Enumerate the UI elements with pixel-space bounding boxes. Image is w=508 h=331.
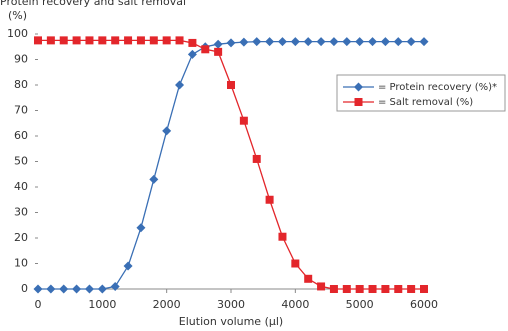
data-point — [317, 282, 326, 291]
data-point — [329, 37, 339, 47]
data-point — [265, 195, 274, 204]
data-point — [34, 36, 42, 45]
data-point — [226, 38, 236, 48]
data-point — [265, 37, 275, 47]
data-point — [393, 37, 403, 47]
legend-marker — [354, 82, 363, 92]
data-point — [85, 36, 94, 45]
data-point — [406, 37, 416, 47]
data-point — [46, 284, 56, 294]
y-tick-label: 100 — [7, 27, 28, 40]
y-tick-label: 10 — [14, 257, 28, 270]
data-point — [342, 285, 351, 293]
data-point — [175, 36, 184, 45]
y-tick-label: 80 — [14, 78, 28, 91]
data-point — [239, 116, 248, 125]
y-tick-label: 70 — [14, 104, 28, 117]
data-point — [111, 36, 120, 45]
data-point — [329, 285, 338, 293]
x-axis-label: Elution volume (µl) — [179, 315, 283, 328]
y-tick-label: 40 — [14, 180, 28, 193]
legend-label: = Protein recovery (%)* — [378, 82, 497, 93]
y-axis-label: (%) — [8, 9, 27, 22]
data-point — [291, 259, 300, 268]
legend-box — [336, 74, 506, 112]
data-point — [380, 37, 390, 47]
data-point — [407, 285, 416, 293]
data-point — [252, 154, 261, 163]
data-point — [84, 284, 94, 294]
data-point — [355, 285, 364, 293]
data-point — [33, 284, 43, 294]
x-tick-label: 1000 — [88, 298, 116, 311]
data-point — [420, 285, 428, 293]
x-tick-label: 2000 — [153, 298, 181, 311]
y-tick-label: 50 — [14, 155, 28, 168]
data-point — [136, 36, 145, 45]
legend-label: = Salt removal (%) — [378, 97, 473, 108]
data-point — [124, 36, 133, 45]
data-point — [188, 38, 197, 47]
data-point — [277, 37, 287, 47]
data-point — [290, 37, 300, 47]
data-point — [214, 47, 223, 56]
data-point — [213, 39, 223, 49]
data-point — [46, 36, 55, 45]
legend-marker — [354, 98, 363, 106]
data-point — [227, 81, 235, 89]
x-tick-label: 3000 — [217, 298, 245, 311]
x-tick-label: 5000 — [346, 298, 374, 311]
data-point — [59, 284, 69, 294]
data-point — [98, 36, 107, 45]
data-point — [368, 37, 378, 47]
data-point — [175, 80, 185, 90]
data-point — [187, 49, 197, 59]
data-point — [149, 36, 158, 45]
chart-title: Protein recovery and salt removal — [0, 0, 186, 8]
y-tick-label: 90 — [14, 53, 28, 66]
data-point — [72, 284, 82, 294]
data-point — [110, 281, 120, 291]
data-point — [303, 37, 313, 47]
data-point — [149, 174, 159, 184]
data-point — [316, 37, 326, 47]
data-point — [72, 36, 81, 45]
x-tick-label: 4000 — [281, 298, 309, 311]
y-tick-label: 30 — [14, 206, 28, 219]
data-point — [123, 261, 133, 271]
data-point — [355, 37, 365, 47]
data-point — [97, 284, 107, 294]
data-point — [201, 45, 210, 54]
y-tick-label: 60 — [14, 129, 28, 142]
x-tick-label: 6000 — [410, 298, 438, 311]
y-tick-label: 0 — [21, 282, 28, 295]
data-point — [304, 274, 313, 283]
data-point — [239, 37, 249, 47]
data-point — [252, 37, 262, 47]
data-point — [419, 37, 429, 47]
data-point — [342, 37, 352, 47]
data-point — [394, 285, 403, 293]
data-point — [368, 285, 377, 293]
data-point — [162, 126, 172, 136]
y-tick-label: 20 — [14, 231, 28, 244]
x-tick-label: 0 — [35, 298, 42, 311]
data-point — [278, 232, 287, 241]
data-point — [381, 285, 390, 293]
data-point — [59, 36, 68, 45]
data-point — [162, 36, 171, 45]
data-point — [136, 223, 146, 233]
